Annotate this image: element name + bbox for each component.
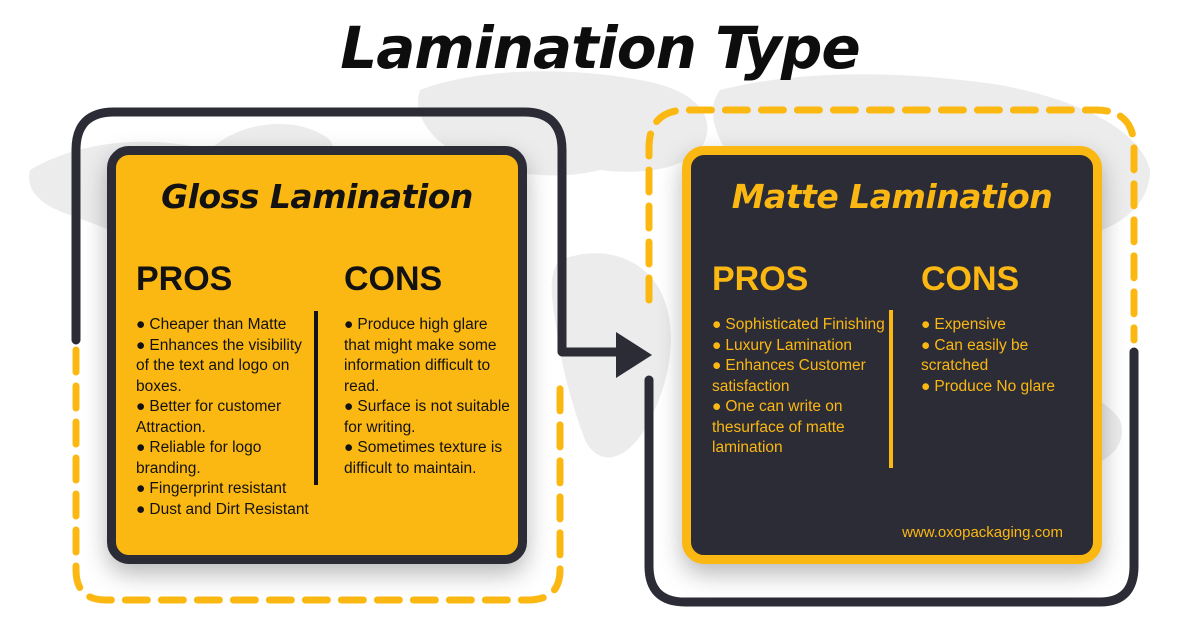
bullet-icon: ● — [136, 500, 146, 518]
bullet-icon: ● — [921, 336, 931, 354]
bullet-icon: ● — [712, 316, 722, 333]
gloss-cons-heading: CONS — [344, 260, 443, 298]
bullet-icon: ● — [344, 316, 354, 333]
bullet-icon: ● — [136, 398, 146, 415]
bullet-icon: ● — [136, 439, 146, 456]
gloss-card-title: Gloss Lamination — [161, 177, 473, 216]
matte-cons-list: ● Expensive ● Can easily be scratched ● Pro… — [921, 315, 1091, 397]
list-item: ● Enhances Customer satisfaction — [712, 357, 866, 395]
list-item: ● Reliable for logo branding. — [136, 439, 262, 477]
matte-card-title: Matte Lamination — [731, 177, 1053, 216]
list-item: ● Enhances the visibility of the text and… — [136, 336, 302, 395]
gloss-lamination-card: Gloss Lamination PROS ● Cheaper than Matt… — [107, 146, 527, 564]
bullet-icon: ● — [344, 398, 354, 415]
list-item: ● Fingerprint resistant — [136, 480, 287, 497]
bullet-icon: ● — [344, 439, 354, 456]
list-item: ● Luxury Lamination — [712, 336, 853, 354]
matte-lamination-card: Matte Lamination PROS ● Sophisticated Fin… — [682, 146, 1102, 564]
bullet-icon: ● — [921, 316, 931, 333]
bullet-icon: ● — [712, 336, 722, 354]
website-url: www.oxopackaging.com — [902, 524, 1063, 541]
bullet-icon: ● — [712, 398, 722, 415]
gloss-cons-list: ● Produce high glare that might make some… — [344, 315, 514, 479]
list-item: ● Expensive — [921, 316, 1006, 333]
gloss-outer-frame — [71, 107, 630, 357]
list-item: ● Can easily be scratched — [921, 336, 1029, 375]
list-item: ● Surface is not suitable for writing. — [344, 398, 510, 436]
list-item: ● Produce No glare — [921, 377, 1055, 395]
column-divider — [889, 310, 893, 468]
list-item: ● One can write on thesurface of matte la… — [712, 398, 845, 456]
gloss-pros-list: ● Cheaper than Matte ● Enhances the visibi… — [136, 315, 316, 520]
bullet-icon: ● — [712, 357, 722, 374]
page-title: Lamination Type — [340, 14, 860, 82]
arrow-right-icon — [616, 332, 652, 378]
gloss-pros-column: PROS ● Cheaper than Matte ● Enhances the v… — [136, 260, 316, 520]
list-item: ● Sometimes texture is difficult to maint… — [344, 439, 503, 477]
bullet-icon: ● — [136, 480, 146, 497]
matte-cons-heading: CONS — [921, 260, 1020, 298]
matte-cons-column: CONS ● Expensive ● Can easily be scratched… — [921, 260, 1091, 397]
gloss-pros-heading: PROS — [136, 260, 233, 298]
matte-outer-frame — [644, 347, 1139, 607]
bullet-icon: ● — [921, 377, 931, 395]
matte-pros-heading: PROS — [712, 260, 809, 298]
list-item: ● Cheaper than Matte — [136, 316, 287, 333]
matte-pros-column: PROS ● Sophisticated Finishing ● Luxury La… — [712, 260, 892, 459]
column-divider — [314, 311, 318, 485]
list-item: ● Produce high glare that might make some… — [344, 316, 497, 395]
list-item: ● Sophisticated Finishing — [712, 316, 885, 333]
matte-dashed-frame — [645, 106, 1138, 344]
bullet-icon: ● — [136, 316, 146, 333]
gloss-cons-column: CONS ● Produce high glare that might make… — [344, 260, 514, 479]
gloss-dashed-frame — [72, 346, 564, 604]
list-item: ● Better for customer Attraction. — [136, 398, 282, 436]
matte-pros-list: ● Sophisticated Finishing ● Luxury Laminat… — [712, 315, 892, 459]
bullet-icon: ● — [136, 336, 146, 354]
list-item: ● Dust and Dirt Resistant — [136, 500, 309, 518]
